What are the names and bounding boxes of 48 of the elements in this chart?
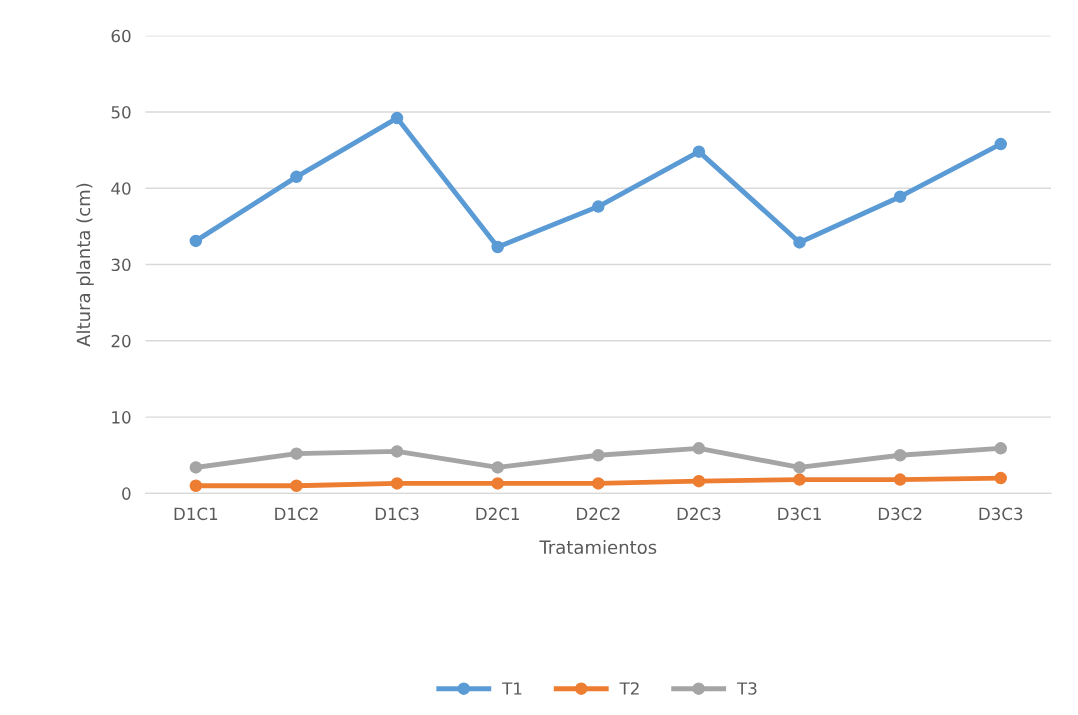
x-tick-label: D1C1 [174, 507, 218, 521]
point [793, 461, 806, 474]
point [189, 234, 203, 248]
point [994, 442, 1007, 455]
point [491, 461, 504, 474]
point [390, 445, 404, 458]
point [893, 190, 907, 203]
point [189, 461, 203, 474]
x-tick-label: D2C2 [577, 507, 620, 521]
x-tick-label: D2C1 [476, 507, 519, 521]
point [893, 448, 907, 462]
point [290, 479, 303, 492]
point [290, 447, 303, 460]
point [290, 170, 303, 184]
point [893, 473, 907, 486]
point [793, 236, 806, 249]
x-tick-label: D1C2 [275, 507, 318, 521]
legend-label: T1 [502, 682, 522, 695]
y-tick-label: 40 [111, 182, 131, 195]
point [390, 477, 404, 490]
x-tick-label: D3C1 [778, 507, 821, 521]
legend-label: T3 [736, 682, 757, 695]
point [692, 474, 706, 488]
y-tick-label: 50 [111, 105, 131, 119]
y-tick-label: 30 [111, 258, 131, 272]
point [994, 471, 1007, 485]
point [592, 477, 605, 490]
point [592, 200, 605, 213]
point [692, 442, 706, 455]
x-tick-label: D2C3 [677, 507, 721, 521]
point [994, 137, 1007, 151]
x-tick-label: D1C3 [375, 507, 419, 521]
y-tick-label: 10 [112, 411, 131, 424]
point [793, 473, 806, 486]
legend-label: T2 [619, 682, 639, 695]
x-tick-label: D3C3 [979, 507, 1023, 521]
point [491, 477, 504, 490]
point [390, 111, 404, 125]
x-axis-title: Tratamientos [539, 540, 657, 555]
y-axis-title: Altura planta (cm) [76, 183, 94, 347]
point [491, 240, 504, 254]
y-tick-label: 20 [111, 334, 131, 348]
point [592, 448, 605, 462]
point [189, 479, 203, 492]
y-tick-label: 0 [122, 487, 131, 500]
x-tick-label: D3C2 [878, 507, 922, 521]
y-tick-label: 60 [111, 29, 131, 43]
point [692, 145, 706, 158]
